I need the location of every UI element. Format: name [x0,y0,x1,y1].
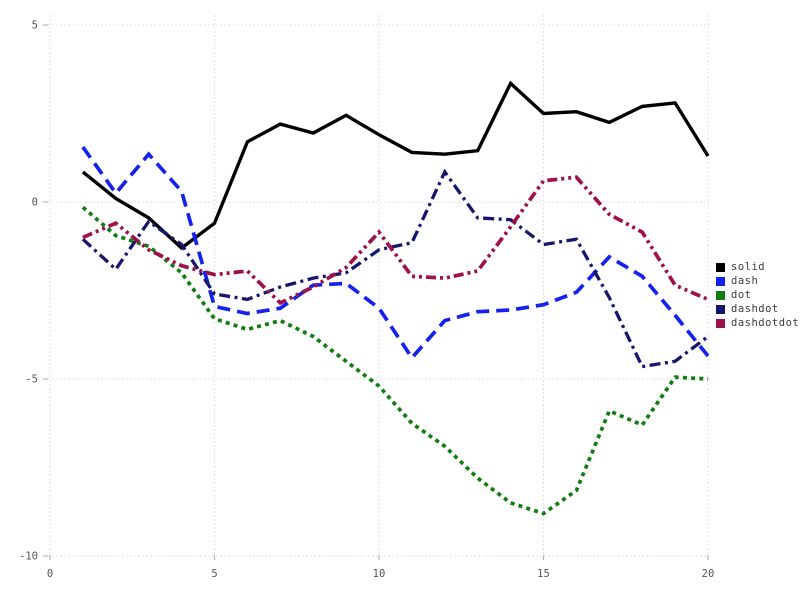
series-line-dash [81,146,710,361]
legend-swatch-solid [716,263,725,272]
legend-entry-solid: solid [716,262,799,273]
legend-swatch-dashdot [716,305,725,314]
legend-entry-dash: dash [716,276,799,287]
y-tick-label: 0 [32,197,38,209]
x-tick-label: 0 [47,568,53,580]
y-tick-label: -5 [25,374,38,386]
legend-label-dash: dash [731,275,759,287]
legend-swatch-dash [716,277,725,286]
legend-swatch-dot [716,291,725,300]
y-tick-label: 5 [32,20,38,32]
legend-label-solid: solid [731,261,766,273]
series-line-dot [81,205,709,516]
legend-swatch-dashdotdot [716,319,725,328]
legend-entry-dashdot: dashdot [716,304,799,315]
x-tick-label: 5 [211,568,217,580]
series-line-dashdot [81,168,709,369]
legend-entry-dot: dot [716,290,799,301]
x-tick-label: 20 [702,568,715,580]
legend: solid dash dot dashdot dashdotdot [716,262,799,329]
legend-label-dashdot: dashdot [731,303,779,315]
legend-entry-dashdotdot: dashdotdot [716,318,799,329]
series-line-solid [81,80,710,251]
x-tick-label: 10 [373,568,386,580]
y-tick-label: -10 [19,551,38,563]
series-line-dashdotdot [82,175,709,306]
legend-label-dot: dot [731,289,752,301]
legend-label-dashdotdot: dashdotdot [731,317,800,329]
x-tick-label: 15 [537,568,550,580]
